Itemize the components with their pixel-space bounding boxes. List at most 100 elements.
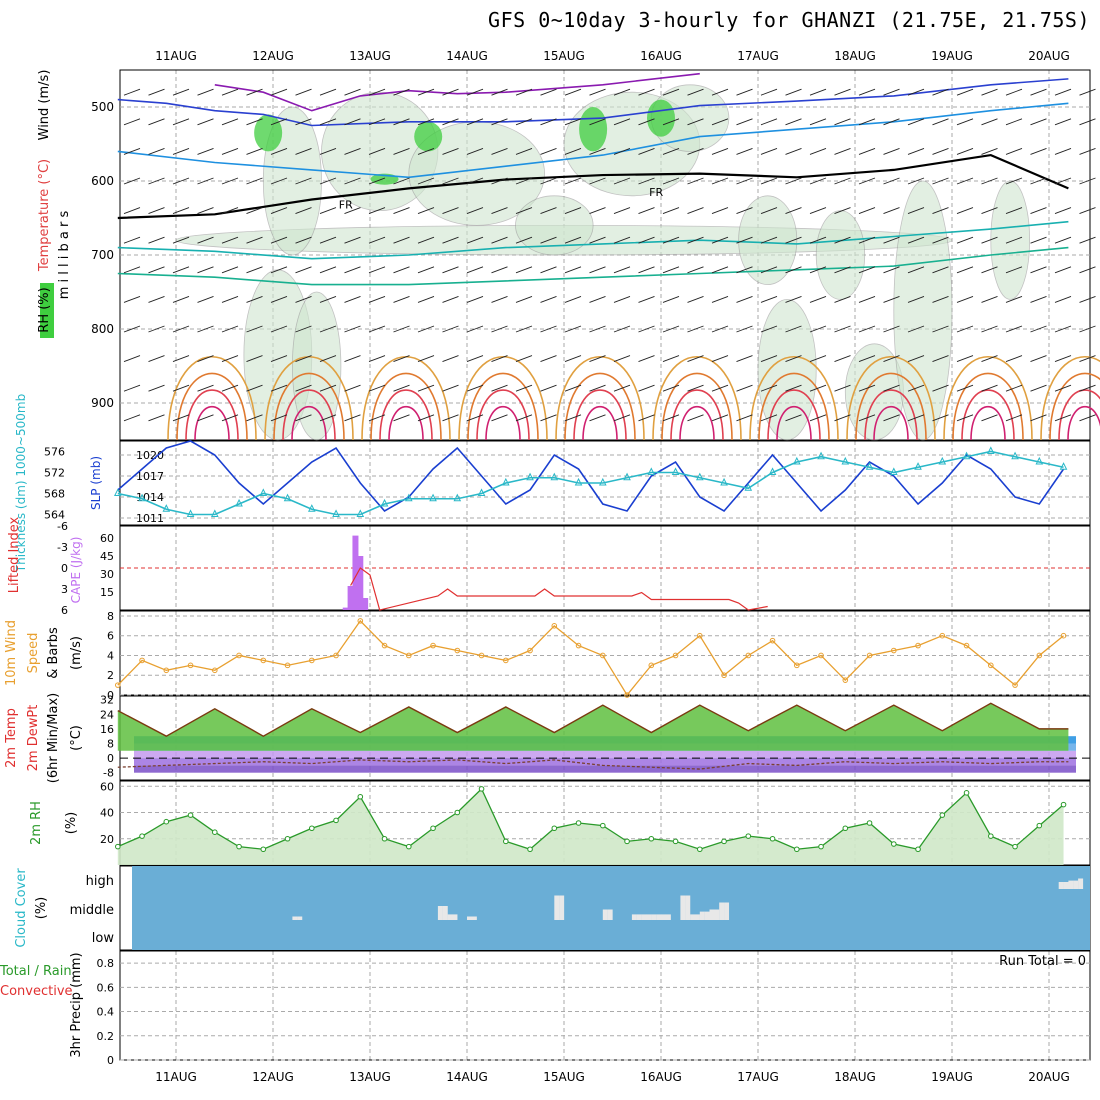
thickness-marker xyxy=(792,456,801,465)
cape-bar xyxy=(362,598,369,610)
wind-barb xyxy=(442,355,459,363)
rh-area xyxy=(893,180,953,441)
thickness-marker xyxy=(623,472,631,481)
date-label-bottom: 17AUG xyxy=(737,1070,779,1084)
wind-barb xyxy=(221,207,239,215)
wind10-marker xyxy=(212,667,218,674)
wind-barb xyxy=(295,236,312,244)
wind-barb xyxy=(1005,325,1023,333)
temp-band xyxy=(134,750,1076,759)
wind10-marker xyxy=(1012,682,1018,688)
wind-barb xyxy=(564,355,582,363)
wind10-marker xyxy=(988,662,994,669)
thickness-marker xyxy=(720,477,728,486)
date-label-top: 16AUG xyxy=(640,49,682,63)
wind-barb xyxy=(148,147,165,155)
slp-tick-label: 1020 xyxy=(136,449,164,462)
wind-barb xyxy=(907,118,925,126)
isotherm-warm xyxy=(555,355,645,441)
wind-barb xyxy=(1005,88,1023,96)
wind-barb xyxy=(809,147,827,155)
wind-barb xyxy=(393,355,410,363)
isotherm-warm xyxy=(291,405,327,441)
date-label-top: 12AUG xyxy=(252,49,294,63)
wind-barb xyxy=(1030,295,1047,303)
wind-barb xyxy=(736,414,753,422)
wind-barb xyxy=(834,118,851,126)
wind-barb xyxy=(197,177,214,185)
thickness-marker xyxy=(938,456,947,465)
wind-barb xyxy=(736,295,753,303)
wind10-marker xyxy=(284,662,291,669)
wind-barb xyxy=(613,177,631,185)
wind-barb xyxy=(638,325,655,333)
wind-barb xyxy=(1079,177,1096,185)
wind-barb xyxy=(344,207,361,215)
date-label-bottom: 20AUG xyxy=(1028,1070,1070,1084)
wind10-marker xyxy=(721,672,727,679)
rh2m-marker xyxy=(260,846,267,853)
wind-barb xyxy=(932,414,949,422)
wind-barb xyxy=(736,384,753,392)
wind-barb xyxy=(687,207,704,215)
wind-barb xyxy=(932,118,949,126)
wind-barb xyxy=(393,236,410,244)
wind-barb xyxy=(1054,207,1072,215)
wind10-marker xyxy=(381,642,388,649)
wind-barb xyxy=(638,207,655,215)
isotherm-warm xyxy=(388,405,424,441)
isotherm-warm xyxy=(361,355,451,441)
rh2m-marker xyxy=(769,835,776,842)
rh2m-marker xyxy=(381,835,388,842)
wind-barb xyxy=(344,384,361,392)
wind-barb xyxy=(883,325,900,333)
wind-barb xyxy=(270,266,288,274)
rh2m-marker xyxy=(430,825,436,832)
cloud-bar xyxy=(646,914,652,920)
wind-barb xyxy=(270,88,288,96)
wind-barb xyxy=(785,236,802,244)
wind-barb xyxy=(295,384,312,392)
wind-barb xyxy=(295,355,312,363)
wind-tick-label: 6 xyxy=(107,630,114,643)
wind-barb xyxy=(246,177,263,185)
wind-barb xyxy=(368,295,386,303)
thickness-marker xyxy=(889,467,898,475)
wind-barb xyxy=(564,414,582,422)
thickness-marker xyxy=(647,467,656,475)
wind-barb xyxy=(319,118,337,126)
wind-barb xyxy=(638,355,655,363)
wind-barb xyxy=(1079,118,1096,126)
wind-barb xyxy=(515,266,533,274)
thickness-line xyxy=(117,450,1064,516)
wind-barb xyxy=(344,88,361,96)
panel-frame-slp xyxy=(119,440,1091,526)
cape-tick-label: 30 xyxy=(100,568,114,581)
wind-barb xyxy=(981,266,998,274)
wind-barb xyxy=(785,177,802,185)
wind-barb xyxy=(858,88,876,96)
rh2m-ylabel: (%) xyxy=(64,812,79,835)
wind10-marker xyxy=(769,637,776,644)
wind-barb xyxy=(466,147,484,155)
wind-barb xyxy=(246,325,263,333)
wind-barb xyxy=(393,177,410,185)
wind-barb xyxy=(858,414,876,422)
thickness-marker xyxy=(865,462,874,470)
wind-barb xyxy=(270,384,288,392)
wind-barb xyxy=(1005,384,1023,392)
wind-barb xyxy=(613,384,631,392)
cloud-bar xyxy=(636,914,642,920)
isotherm-warm xyxy=(476,389,530,441)
wind-barb xyxy=(515,414,533,422)
wind-barb xyxy=(540,295,557,303)
wind-barb xyxy=(295,325,312,333)
wind-barb xyxy=(491,266,508,274)
isotherm-line xyxy=(117,246,1069,286)
wind-barb xyxy=(515,88,533,96)
isotherm-warm xyxy=(564,372,636,441)
wind-barb xyxy=(368,147,386,155)
wind-barb xyxy=(148,266,165,274)
thickness-marker xyxy=(914,462,922,470)
cloud-tick-label: middle xyxy=(70,903,114,918)
